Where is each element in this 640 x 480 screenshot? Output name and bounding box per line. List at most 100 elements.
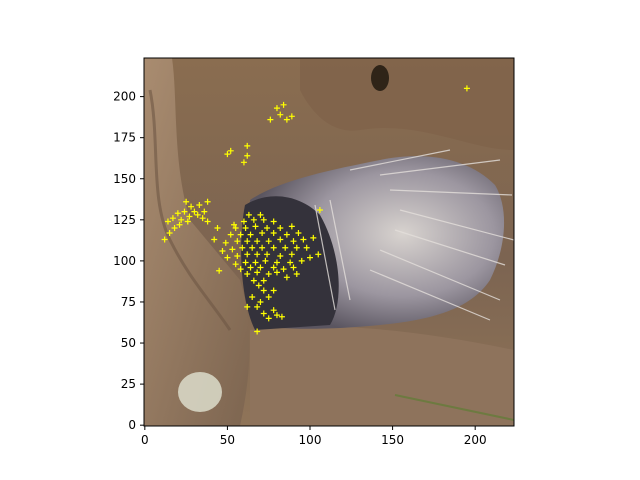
scatter-point	[283, 274, 290, 281]
y-axis: 0 25 50 75 100 125 150 175 200	[113, 90, 144, 432]
scatter-point	[199, 215, 206, 222]
scatter-point	[273, 312, 280, 319]
scatter-point	[264, 225, 271, 232]
scatter-point	[247, 231, 254, 238]
scatter-point	[188, 203, 195, 210]
y-tick-label: 200	[113, 90, 136, 104]
scatter-point	[278, 313, 285, 320]
scatter-point	[166, 229, 173, 236]
scatter-point	[293, 271, 300, 278]
scatter-point	[298, 257, 305, 264]
scatter-point	[224, 254, 231, 261]
scatter-point	[287, 259, 294, 266]
scatter-point	[254, 238, 261, 245]
scatter-point	[244, 251, 251, 258]
scatter-point	[257, 298, 264, 305]
scatter-point	[237, 266, 244, 273]
scatter-point	[214, 225, 221, 232]
scatter-point	[259, 244, 266, 251]
scatter-point	[265, 271, 272, 278]
scatter-point	[273, 269, 280, 276]
scatter-point	[277, 225, 284, 232]
scatter-point	[239, 244, 246, 251]
scatter-point	[229, 246, 236, 253]
scatter-point	[280, 101, 287, 108]
scatter-point	[252, 259, 259, 266]
porcupine-body	[241, 149, 514, 330]
axes-frame	[143, 57, 515, 427]
scatter-point	[270, 229, 277, 236]
scatter-point	[260, 287, 267, 294]
scatter-point	[303, 244, 310, 251]
scatter-point	[255, 282, 262, 289]
scatter-point	[164, 218, 171, 225]
scatter-point	[270, 218, 277, 225]
scatter-point	[244, 142, 251, 149]
scatter-point	[260, 310, 267, 317]
scatter-point	[242, 225, 249, 232]
scatter-point	[181, 208, 188, 215]
scatter-point	[277, 111, 284, 118]
scatter-point	[273, 105, 280, 112]
scatter-point	[270, 287, 277, 294]
scatter-point	[254, 269, 261, 276]
scatter-point	[204, 198, 211, 205]
x-tick-label: 50	[220, 433, 235, 447]
scatter-point	[171, 225, 178, 232]
scatter-point	[249, 244, 256, 251]
scatter-point	[244, 238, 251, 245]
x-axis: 0 50 100 150 200	[141, 426, 487, 447]
scatter-point	[227, 147, 234, 154]
scatter-point	[265, 294, 272, 301]
scatter-point	[244, 152, 251, 159]
scatter-point	[295, 229, 302, 236]
scatter-point	[244, 271, 251, 278]
scatter-point	[252, 223, 259, 230]
scatter-point	[224, 151, 231, 158]
scatter-point	[300, 236, 307, 243]
scatter-point	[277, 252, 284, 259]
x-tick-label: 200	[464, 433, 487, 447]
scatter-point	[196, 202, 203, 209]
scatter-point	[242, 259, 249, 266]
scatter-point	[290, 264, 297, 271]
scatter-point	[247, 264, 254, 271]
x-tick-label: 100	[299, 433, 322, 447]
scatter-point	[288, 223, 295, 230]
scatter-point	[169, 215, 176, 222]
scatter-point	[176, 221, 183, 228]
scatter-point	[262, 257, 269, 264]
scatter-point	[250, 277, 257, 284]
x-tick-label: 150	[381, 433, 404, 447]
scatter-point	[270, 244, 277, 251]
scatter-point	[186, 213, 193, 220]
y-tick-label: 100	[113, 254, 136, 268]
scatter-point	[315, 251, 322, 258]
y-tick-label: 150	[113, 172, 136, 186]
scatter-point	[283, 116, 290, 123]
scatter-point	[178, 216, 185, 223]
scatter-point	[270, 264, 277, 271]
scatter-point	[201, 208, 208, 215]
scatter-point	[249, 294, 256, 301]
scatter-point	[288, 113, 295, 120]
scatter-point	[184, 218, 191, 225]
scatter-point	[174, 210, 181, 217]
scatter-point	[234, 238, 241, 245]
y-tick-label: 50	[121, 336, 136, 350]
scatter-point	[310, 234, 317, 241]
y-tick-label: 25	[121, 377, 136, 391]
scatter-point	[265, 238, 272, 245]
scatter-point	[219, 248, 226, 255]
scatter-point	[245, 211, 252, 218]
scatter-point	[282, 244, 289, 251]
scatter-point	[191, 208, 198, 215]
y-tick-label: 75	[121, 295, 136, 309]
scatter-point	[237, 231, 244, 238]
scatter-point	[254, 303, 261, 310]
scatter-point	[463, 85, 470, 92]
scatter-point	[259, 229, 266, 236]
scatter-point	[204, 218, 211, 225]
scatter-point	[257, 264, 264, 271]
